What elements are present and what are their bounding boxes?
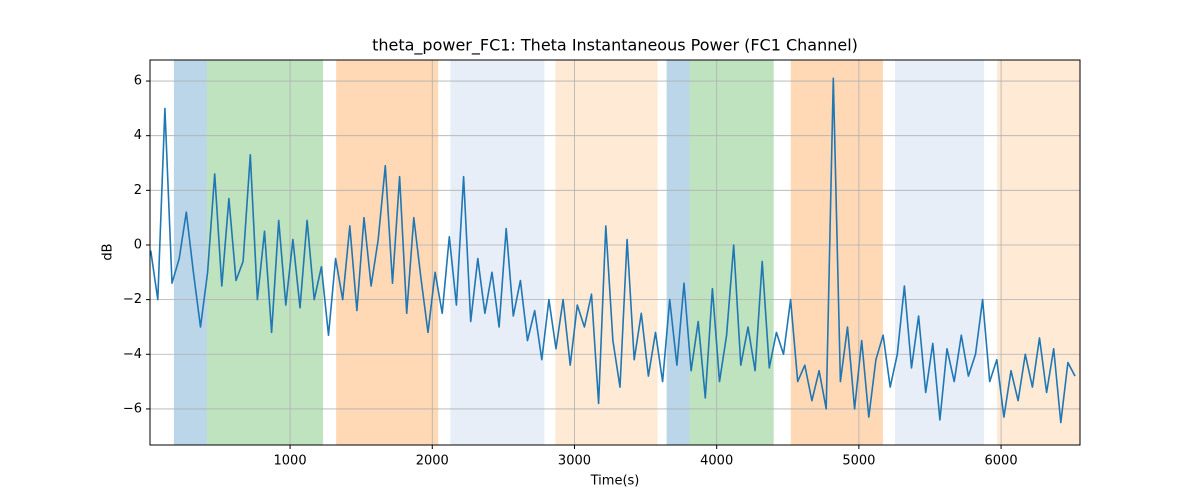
shaded-span <box>450 60 545 445</box>
y-tick-label: 0 <box>134 237 142 252</box>
y-tick-label: −2 <box>123 292 142 307</box>
y-tick-label: 4 <box>134 128 142 143</box>
data-line <box>149 77 1076 424</box>
shaded-span <box>689 60 774 445</box>
x-tick-label: 5000 <box>842 454 875 469</box>
x-tick-label: 3000 <box>558 454 591 469</box>
x-tick-label: 1000 <box>274 454 307 469</box>
x-tick-label: 4000 <box>700 454 733 469</box>
x-tick-label: 2000 <box>416 454 449 469</box>
chart-title: theta_power_FC1: Theta Instantaneous Pow… <box>372 36 858 56</box>
x-tick-label: 6000 <box>985 454 1018 469</box>
axes-frame <box>149 59 1081 446</box>
y-tick-label: −6 <box>123 401 142 416</box>
y-tick-label: −4 <box>123 347 142 362</box>
y-tick-label: 2 <box>134 183 142 198</box>
shaded-span <box>336 60 439 445</box>
shaded-span <box>666 60 690 445</box>
shaded-span <box>894 60 985 445</box>
y-axis-label: dB <box>101 243 116 260</box>
y-tick-label: 6 <box>134 74 142 89</box>
shaded-span <box>555 60 658 445</box>
shaded-span <box>997 60 1080 445</box>
x-axis-label: Time(s) <box>590 474 640 489</box>
